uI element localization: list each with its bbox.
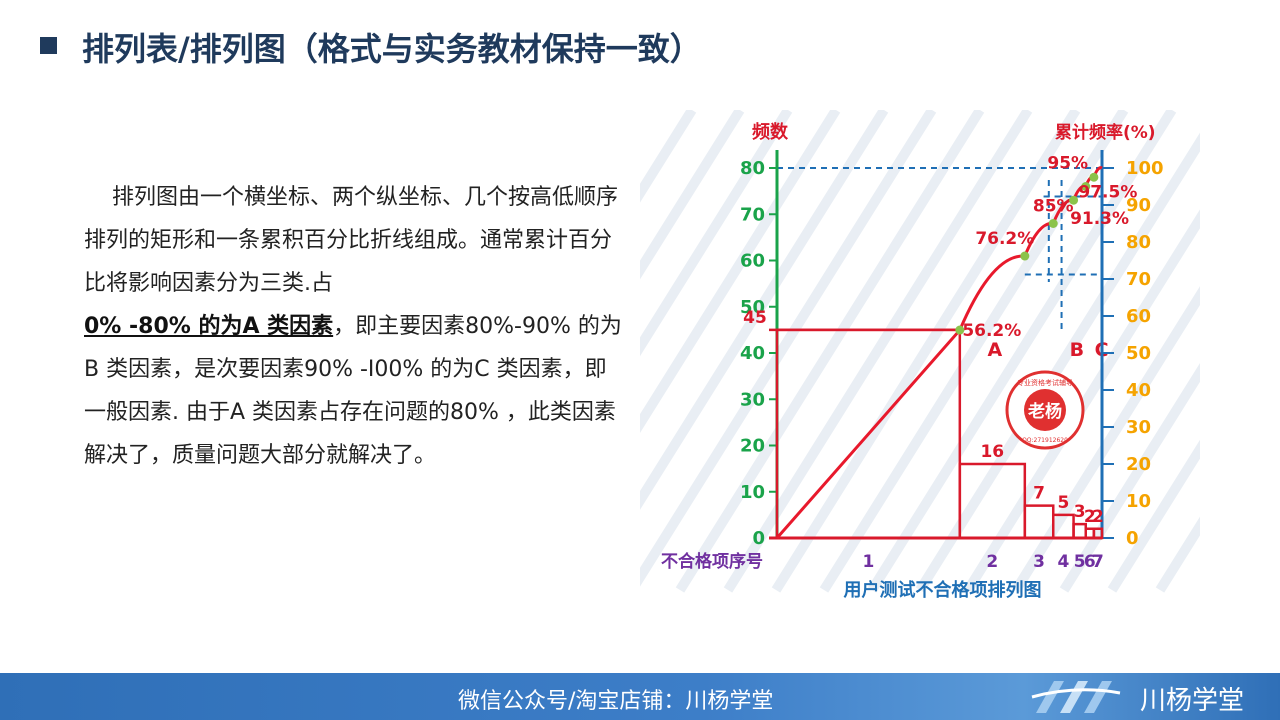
stamp-ring-text: 专业资格考试辅导 [1017, 378, 1073, 387]
y2-tick-label: 10 [1126, 491, 1151, 512]
x-tick-label: 6 [1084, 552, 1096, 572]
watermark-stripe [819, 110, 1129, 593]
watermark-stripe [1011, 286, 1200, 593]
x-tick-label: 4 [1057, 552, 1069, 572]
y-tick-label: 50 [740, 297, 765, 318]
body-text: 排列图由一个横坐标、两个纵坐标、几个按高低顺序排列的矩形和一条累积百分比折线组成… [84, 176, 624, 477]
watermark-stripe [963, 209, 1200, 593]
cumulative-label: 95% [1047, 154, 1088, 174]
watermark-stripe [640, 110, 841, 434]
cumulative-point [1081, 182, 1091, 191]
y2-axis-title: 累计频率(%) [1055, 122, 1156, 143]
bar-value-label: 7 [1033, 484, 1045, 504]
body-line-1: 排列图由一个横坐标、两个纵坐标、几个按高低顺序排列的矩形和一条累积百分比折线组成… [84, 185, 619, 296]
x-axis-title: 不合格项序号 [661, 551, 763, 572]
y-tick-label: 20 [740, 436, 765, 457]
cumulative-label: 85% [1033, 197, 1074, 217]
cumulative-label: 97.5% [1078, 182, 1137, 202]
y-tick-label: 10 [740, 482, 765, 503]
zone-label: A [987, 339, 1002, 361]
body-line-2: ，即主要因素80%-90% 的为B 类因素，是次要因素90% -I00% 的为C… [84, 314, 622, 468]
x-tick-label: 5 [1074, 552, 1086, 572]
brand-logo-icon [1031, 681, 1121, 713]
bar-value-label: 45 [743, 308, 767, 328]
y2-tick-label: 100 [1126, 158, 1164, 179]
y2-tick-label: 40 [1126, 380, 1151, 401]
pareto-chart: 频数累计频率(%)ABC0102030405060708001020304050… [640, 110, 1200, 605]
watermark-stripe [640, 110, 745, 280]
watermark-stripe [723, 110, 1033, 593]
watermark-stripe [675, 110, 985, 593]
bar-value-label: 2 [1092, 507, 1104, 527]
y-axis-title: 频数 [752, 121, 789, 143]
footer-bar: 微信公众号/淘宝店铺：川杨学堂 川杨学堂 [0, 673, 1280, 720]
x-tick-label: 2 [986, 552, 998, 572]
y2-tick-label: 70 [1126, 269, 1151, 290]
cumulative-point [1089, 172, 1099, 182]
cumulative-point [1020, 251, 1030, 261]
page-title: 排列表/排列图（格式与实务教材保持一致） [82, 30, 702, 68]
y-tick-label: 80 [740, 158, 765, 179]
cumulative-label: 76.2% [975, 229, 1034, 249]
watermark-stripe [640, 110, 697, 203]
pareto-chart-svg: 频数累计频率(%)ABC0102030405060708001020304050… [640, 110, 1200, 601]
y2-tick-label: 90 [1126, 195, 1151, 216]
cumulative-point [955, 325, 965, 335]
x-tick-label: 7 [1092, 552, 1104, 572]
x-tick-label: 3 [1033, 552, 1045, 572]
watermark-stripe [867, 110, 1177, 593]
footer-text: 微信公众号/淘宝店铺：川杨学堂 [458, 689, 774, 714]
y2-tick-label: 80 [1126, 232, 1151, 253]
watermark-stripe [640, 110, 937, 587]
cumulative-label: 91.3% [1070, 209, 1129, 229]
watermark-stripe [1059, 362, 1200, 593]
body-emphasis: 0% -80% 的为A 类因素 [84, 314, 334, 339]
watermark-stripe [640, 110, 889, 510]
zone-label: B [1070, 339, 1084, 361]
watermark-stripe [771, 110, 1081, 593]
y2-tick-label: 30 [1126, 417, 1151, 438]
cumulative-point [1069, 195, 1079, 205]
bar-value-label: 16 [980, 442, 1004, 462]
y-tick-label: 60 [740, 251, 765, 272]
y2-tick-label: 60 [1126, 306, 1151, 327]
stamp-id-text: QQ:271912620 [1022, 437, 1068, 444]
y-tick-label: 40 [740, 343, 765, 364]
y2-tick-label: 20 [1126, 454, 1151, 475]
bar-value-label: 2 [1084, 507, 1096, 527]
cumulative-point [1048, 219, 1058, 228]
stamp-core [1024, 389, 1066, 431]
chart-title: 用户测试不合格项排列图 [844, 579, 1042, 601]
title-bullet [40, 37, 57, 54]
bar-value-label: 3 [1074, 502, 1086, 522]
watermark-stripe [640, 110, 793, 357]
body-paragraph: 排列图由一个横坐标、两个纵坐标、几个按高低顺序排列的矩形和一条累积百分比折线组成… [84, 176, 624, 477]
y-tick-label: 30 [740, 389, 765, 410]
cumulative-label: 56.2% [962, 321, 1021, 341]
y2-tick-label: 0 [1126, 528, 1139, 549]
stamp-text: 老杨 [1027, 401, 1062, 422]
y-tick-label: 0 [752, 528, 765, 549]
watermark-stripe [1107, 439, 1200, 593]
bar-value-label: 5 [1057, 493, 1069, 513]
y2-tick-label: 50 [1126, 343, 1151, 364]
x-tick-label: 1 [862, 552, 874, 572]
footer-brand: 川杨学堂 [1140, 686, 1245, 716]
y-tick-label: 70 [740, 204, 765, 225]
watermark-stripe [915, 132, 1200, 593]
